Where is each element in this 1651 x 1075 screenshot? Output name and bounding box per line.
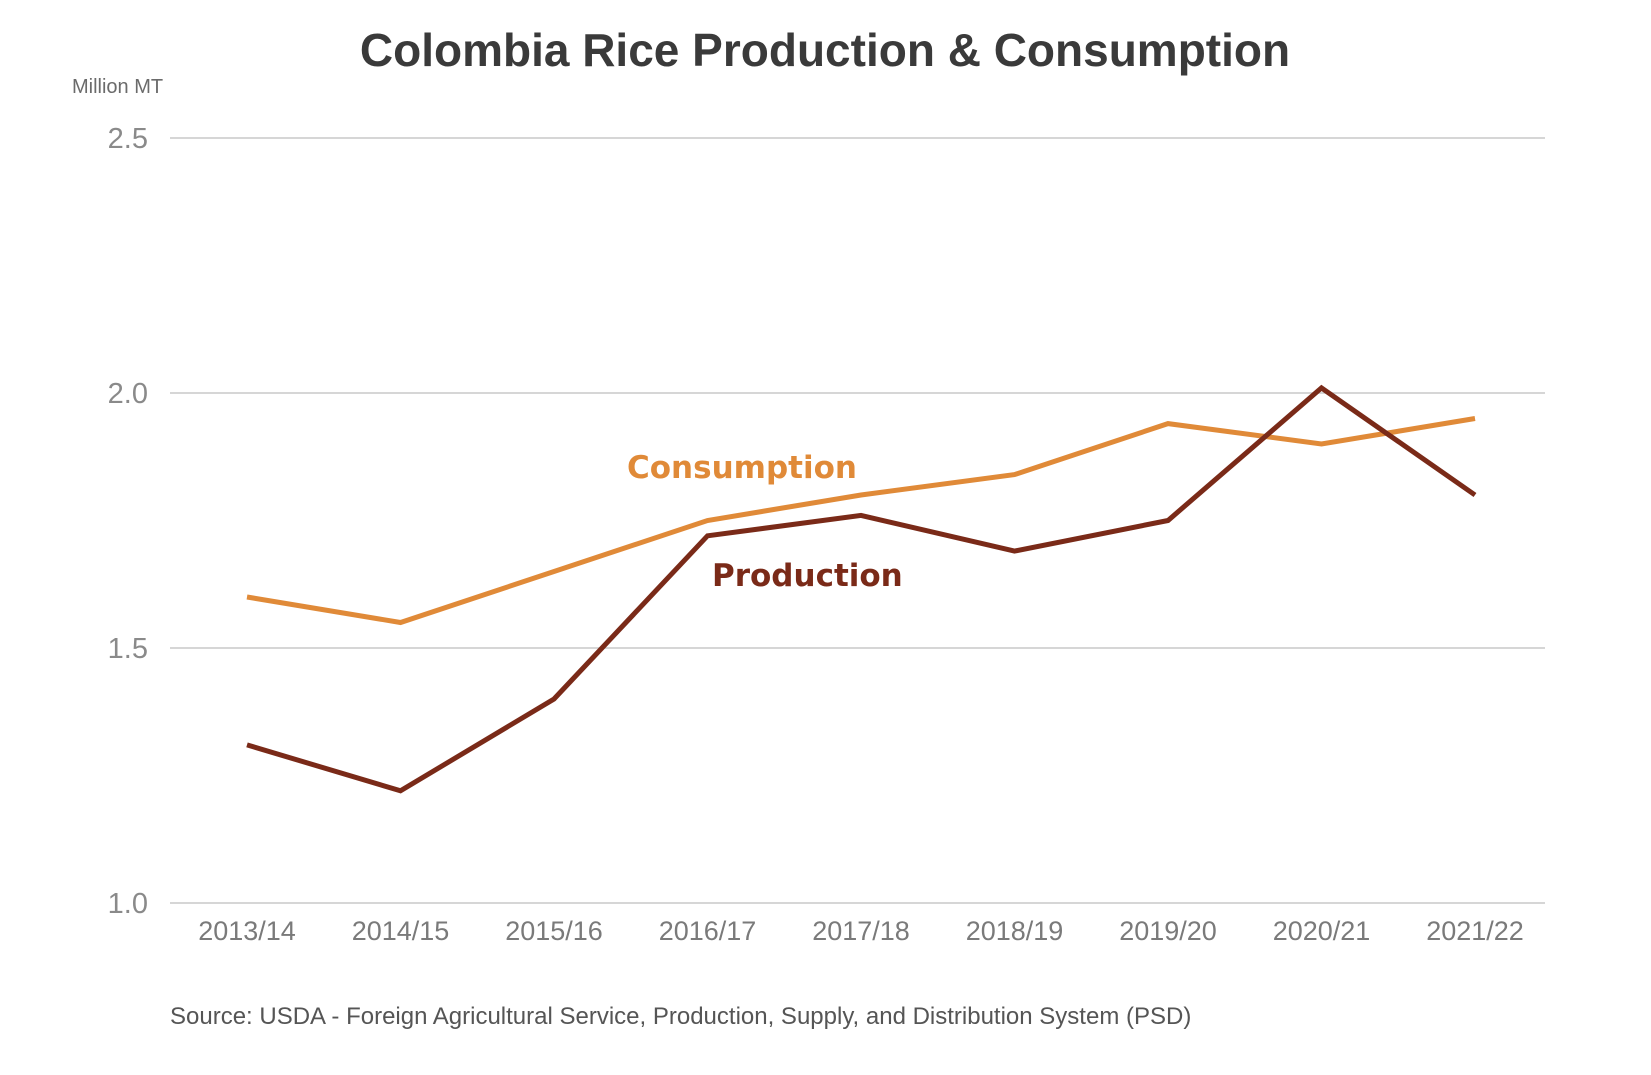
chart-title: Colombia Rice Production & Consumption [360,24,1290,76]
y-axis-unit-label: Million MT [72,76,163,98]
x-tick-label: 2020/21 [1273,916,1371,946]
y-tick-label: 1.0 [108,888,148,920]
y-tick-label: 1.5 [108,633,148,665]
gridlines [170,137,1545,904]
production-series-label: Production [712,558,903,594]
x-tick-label: 2018/19 [966,916,1064,946]
x-tick-label: 2014/15 [352,916,450,946]
x-tick-label: 2015/16 [505,916,603,946]
series-lines [246,384,1477,794]
y-tick-label: 2.5 [108,123,148,155]
y-tick-label: 2.0 [108,378,148,410]
consumption-line [246,416,1476,626]
source-note: Source: USDA - Foreign Agricultural Serv… [170,1003,1191,1030]
x-tick-label: 2013/14 [198,916,296,946]
x-tick-label: 2017/18 [812,916,910,946]
y-axis-ticks: 1.0 1.5 2.0 2.5 [108,123,148,920]
x-tick-label: 2016/17 [659,916,757,946]
consumption-series-label: Consumption [627,450,857,486]
x-tick-label: 2019/20 [1119,916,1217,946]
x-axis-ticks: 2013/14 2014/15 2015/16 2016/17 2017/18 2018/… [198,916,1524,946]
x-tick-label: 2021/22 [1426,916,1524,946]
production-line [246,384,1477,794]
